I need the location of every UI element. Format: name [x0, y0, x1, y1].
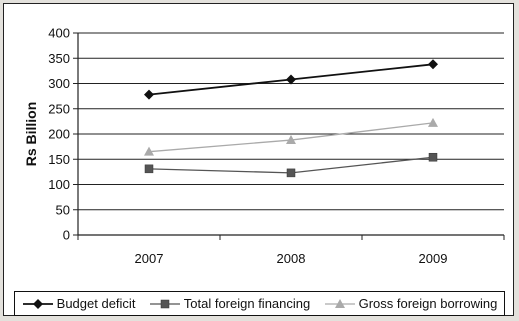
data-point-budget-deficit: [286, 74, 296, 85]
y-tick-label: 250: [48, 101, 70, 116]
legend-marker: [32, 298, 43, 309]
legend-label: Budget deficit: [56, 296, 136, 311]
legend-label: Gross foreign borrowing: [358, 296, 498, 311]
gridlines: [78, 32, 504, 211]
y-tick-label: 0: [63, 228, 70, 243]
y-tick-label: 200: [48, 127, 70, 142]
data-point-gross-foreign-borrowing: [144, 146, 154, 156]
chart-frame: 0 50 100 150 200 250 300 350 400 2007 2008 2009 Rs …: [3, 3, 514, 316]
legend-swatch-gross-foreign-borrowing: [324, 298, 355, 308]
series-budget-deficit: [144, 59, 438, 100]
legend-item-gross-foreign-borrowing: Gross foreign borrowing: [324, 296, 498, 311]
y-tick-label: 150: [48, 152, 70, 167]
data-point-total-foreign-financing: [144, 164, 154, 174]
legend-item-budget-deficit: Budget deficit: [22, 296, 136, 311]
x-tick-label: 2007: [135, 251, 164, 266]
series-lines: [144, 59, 438, 178]
y-axis-title: Rs Billion: [23, 102, 39, 167]
legend-swatch-total-foreign-financing: [149, 299, 180, 308]
legend-marker: [160, 299, 170, 308]
y-tick-label: 50: [56, 202, 70, 217]
y-tick-label: 350: [48, 51, 70, 66]
axes: 0 50 100 150 200 250 300 350 400 2007 2008 2009: [48, 26, 505, 266]
data-point-gross-foreign-borrowing: [428, 117, 438, 127]
legend-label: Total foreign financing: [183, 296, 311, 311]
data-point-gross-foreign-borrowing: [286, 135, 296, 145]
y-tick-label: 100: [48, 177, 70, 192]
x-tick-label: 2008: [277, 251, 306, 266]
line-chart: 0 50 100 150 200 250 300 350 400 2007 2008 2009 Rs …: [23, 26, 505, 266]
series-gross-foreign-borrowing: [144, 117, 438, 156]
series-total-foreign-financing: [144, 152, 438, 178]
legend-item-total-foreign-financing: Total foreign financing: [149, 296, 310, 311]
legend: Budget deficit Total foreign financing Gro…: [14, 291, 505, 316]
y-tick-label: 400: [48, 26, 70, 41]
legend-swatch-budget-deficit: [22, 298, 53, 309]
x-tick-label: 2009: [419, 251, 448, 266]
data-point-total-foreign-financing: [428, 152, 438, 162]
data-point-budget-deficit: [144, 89, 154, 100]
y-tick-label: 300: [48, 76, 70, 91]
data-point-total-foreign-financing: [286, 168, 296, 178]
legend-marker: [334, 298, 345, 308]
data-point-budget-deficit: [428, 59, 438, 70]
